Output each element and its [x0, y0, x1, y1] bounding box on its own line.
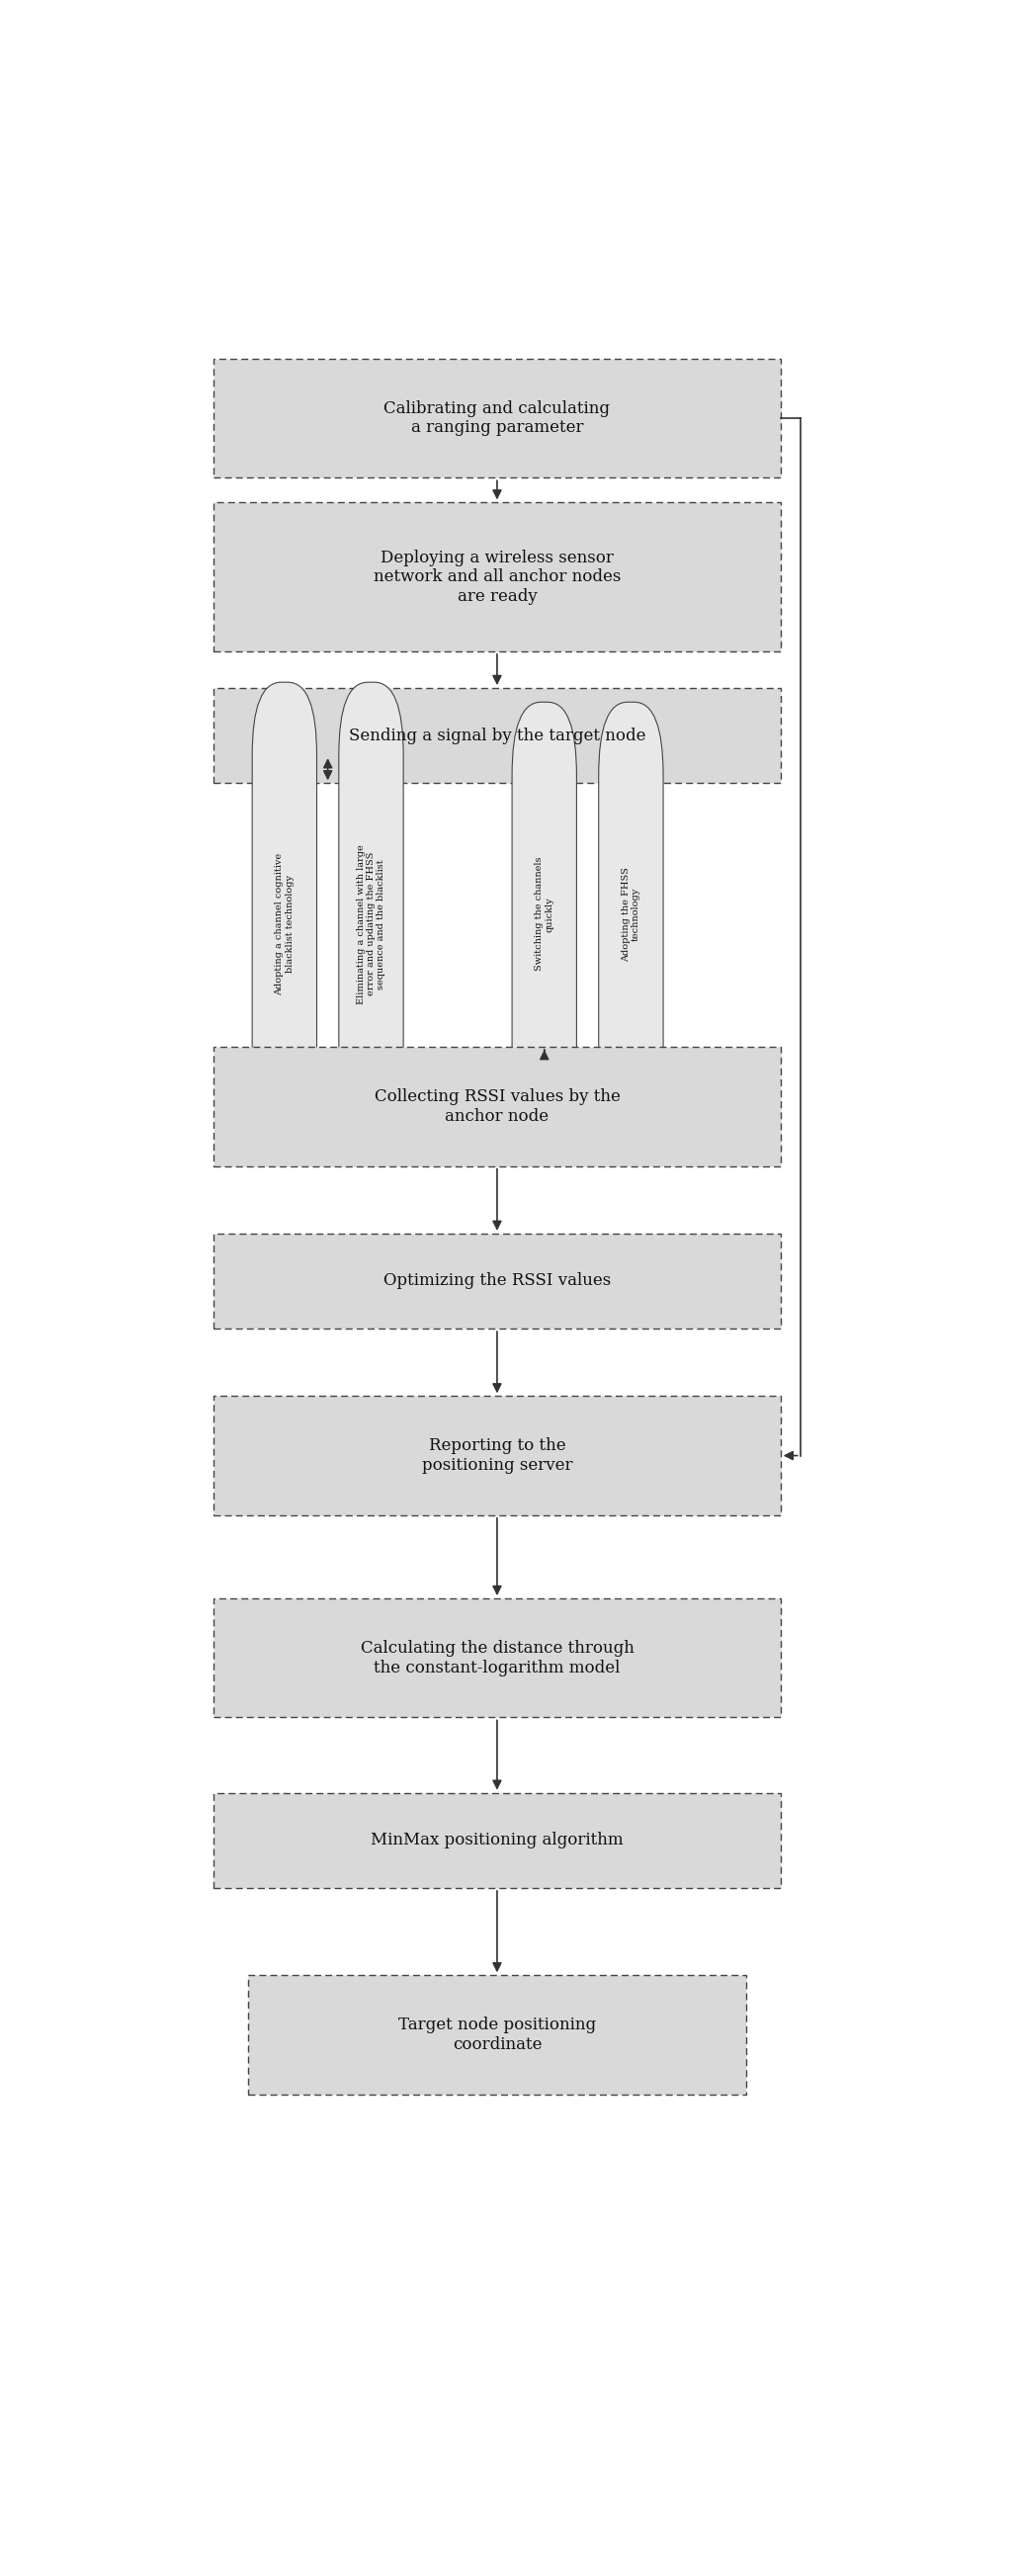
- Text: Sending a signal by the target node: Sending a signal by the target node: [348, 726, 645, 744]
- FancyBboxPatch shape: [338, 683, 403, 1167]
- Text: Target node positioning
coordinate: Target node positioning coordinate: [398, 2017, 596, 2053]
- FancyBboxPatch shape: [213, 1396, 780, 1515]
- Text: Deploying a wireless sensor
network and all anchor nodes
are ready: Deploying a wireless sensor network and …: [373, 549, 621, 605]
- Text: Calculating the distance through
the constant-logarithm model: Calculating the distance through the con…: [361, 1641, 634, 1677]
- FancyBboxPatch shape: [213, 1234, 780, 1329]
- FancyBboxPatch shape: [213, 502, 780, 652]
- Text: Adopting a channel cognitive
blacklist technology: Adopting a channel cognitive blacklist t…: [275, 853, 294, 994]
- FancyBboxPatch shape: [252, 683, 317, 1167]
- Text: Collecting RSSI values by the
anchor node: Collecting RSSI values by the anchor nod…: [374, 1090, 620, 1126]
- FancyBboxPatch shape: [213, 688, 780, 783]
- FancyBboxPatch shape: [213, 1046, 780, 1167]
- Text: Reporting to the
positioning server: Reporting to the positioning server: [422, 1437, 572, 1473]
- Text: Adopting the FHSS
technology: Adopting the FHSS technology: [622, 866, 640, 961]
- Text: Optimizing the RSSI values: Optimizing the RSSI values: [383, 1273, 611, 1291]
- Text: Calibrating and calculating
a ranging parameter: Calibrating and calculating a ranging pa…: [384, 399, 611, 435]
- FancyBboxPatch shape: [512, 703, 577, 1126]
- FancyBboxPatch shape: [213, 1793, 780, 1888]
- Text: Eliminating a channel with large
error and updating the FHSS
sequence and the bl: Eliminating a channel with large error a…: [357, 845, 386, 1005]
- Text: Switching the channels
quickly: Switching the channels quickly: [534, 858, 554, 971]
- FancyBboxPatch shape: [248, 1976, 747, 2094]
- FancyBboxPatch shape: [213, 358, 780, 477]
- FancyBboxPatch shape: [598, 703, 663, 1126]
- Text: MinMax positioning algorithm: MinMax positioning algorithm: [371, 1832, 624, 1850]
- FancyBboxPatch shape: [213, 1597, 780, 1718]
